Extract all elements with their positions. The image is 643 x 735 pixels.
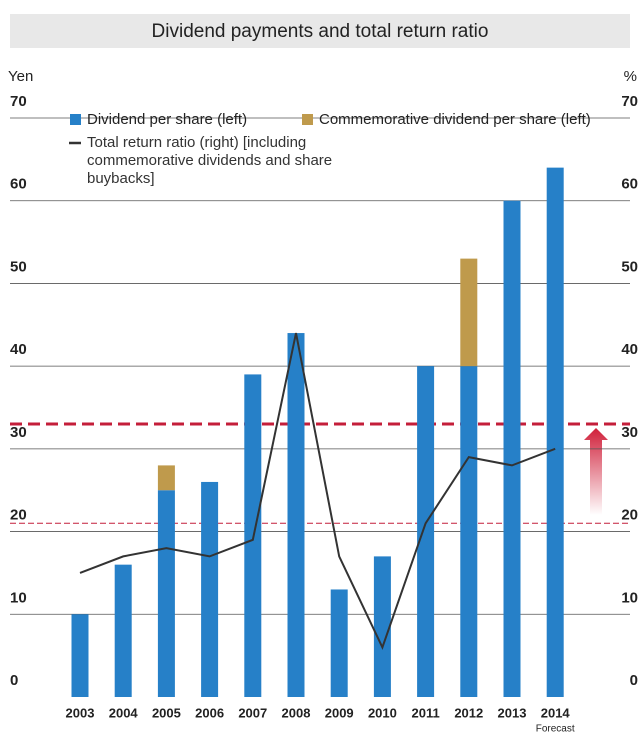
bar xyxy=(546,167,564,698)
legend-label: Total return ratio (right) [including co… xyxy=(87,134,333,187)
bar xyxy=(503,200,521,697)
y-tick-label: 30 xyxy=(10,424,27,441)
y2-tick-label: 20 xyxy=(621,507,638,524)
legend-label: Commemorative dividend per share (left) xyxy=(319,111,591,128)
y2-tick-label: 30 xyxy=(621,424,638,441)
y-tick-label: 10 xyxy=(10,589,27,606)
annotation: Forecast xyxy=(536,724,575,735)
x-tick-label: 2005 xyxy=(152,705,181,720)
bar xyxy=(460,258,478,367)
bar xyxy=(373,556,391,697)
y2-tick-label: 70 xyxy=(621,93,638,110)
x-tick-label: 2008 xyxy=(282,705,311,720)
x-tick-label: 2006 xyxy=(195,705,224,720)
y-axis-label: Yen xyxy=(8,68,33,85)
legend-swatch xyxy=(70,114,81,125)
y2-tick-label: 40 xyxy=(621,341,638,358)
x-tick-label: 2009 xyxy=(325,705,354,720)
bar xyxy=(417,366,435,697)
y-tick-label: 20 xyxy=(10,507,27,524)
arrow xyxy=(584,428,608,515)
x-tick-label: 2003 xyxy=(66,705,95,720)
bar xyxy=(201,481,219,697)
y-tick-label: 0 xyxy=(10,672,18,689)
bar xyxy=(157,465,175,491)
x-tick-label: 2012 xyxy=(454,705,483,720)
y2-tick-label: 10 xyxy=(621,589,638,606)
bar xyxy=(114,564,132,697)
y-tick-label: 70 xyxy=(10,93,27,110)
y2-tick-label: 60 xyxy=(621,176,638,193)
bar xyxy=(71,614,89,697)
title-bar xyxy=(10,14,630,48)
bar xyxy=(460,366,478,697)
chart-title: Dividend payments and total return ratio xyxy=(152,21,489,42)
x-tick-label: 2014 xyxy=(541,705,571,720)
y-tick-label: 50 xyxy=(10,258,27,275)
y-tick-label: 40 xyxy=(10,341,27,358)
bar xyxy=(287,333,305,697)
y2-tick-label: 0 xyxy=(630,672,638,689)
legend-swatch xyxy=(302,114,313,125)
x-tick-label: 2011 xyxy=(411,705,439,720)
legend-label: Dividend per share (left) xyxy=(87,111,247,128)
x-tick-label: 2004 xyxy=(109,705,139,720)
line xyxy=(79,332,556,651)
bar xyxy=(330,589,348,697)
y2-axis-label: % xyxy=(624,68,637,85)
x-tick-label: 2010 xyxy=(368,705,397,720)
y-tick-label: 60 xyxy=(10,176,27,193)
bar xyxy=(157,490,175,697)
x-tick-label: 2013 xyxy=(498,705,527,720)
x-tick-label: 2007 xyxy=(238,705,267,720)
y2-tick-label: 50 xyxy=(621,258,638,275)
